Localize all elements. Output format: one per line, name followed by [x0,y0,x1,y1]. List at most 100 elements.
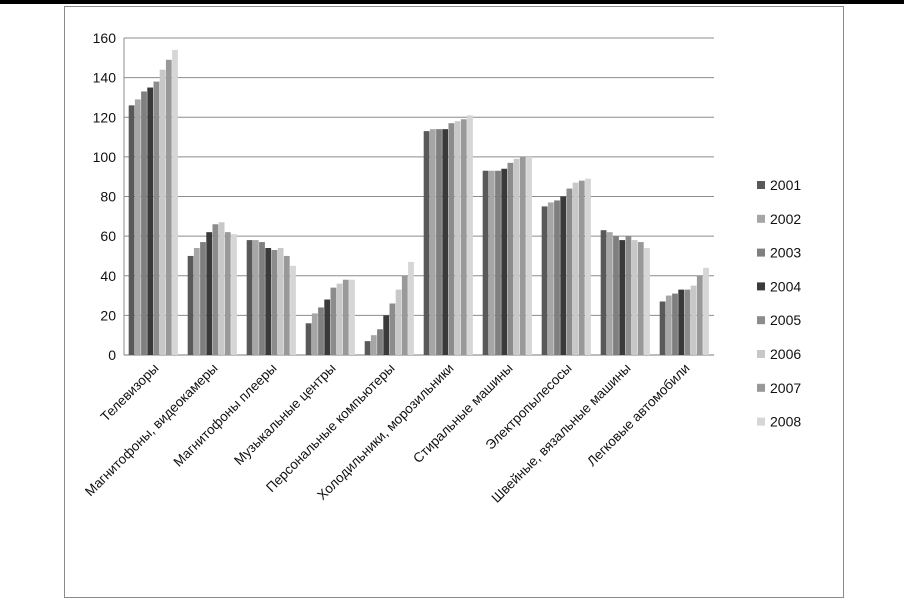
bar [625,236,632,356]
legend-label: 2002 [770,211,801,227]
y-tick-label: 160 [93,30,117,46]
bar [672,293,678,355]
bar [606,232,613,355]
bar [495,170,501,355]
bar [159,69,166,355]
bar [585,178,591,355]
legend-swatch [757,282,765,291]
bar [454,121,461,356]
bar [128,105,135,355]
legend-swatch [757,350,765,358]
bar [172,49,178,355]
legend-label: 2003 [770,245,801,261]
bar [349,279,355,355]
bar [305,323,312,355]
bar [153,81,160,355]
bar [526,156,532,356]
bar [513,158,520,355]
bar [134,99,141,355]
bar [665,295,672,355]
y-tick-label: 140 [93,70,117,86]
category-label: Легковые автомобили [584,361,692,469]
bar [560,196,567,355]
bar [271,249,278,355]
y-tick-label: 120 [93,109,117,125]
bar [578,180,585,355]
legend-swatch [757,181,765,189]
legend-label: 2007 [770,380,801,396]
bar [442,129,449,355]
bar [566,188,573,355]
y-tick-label: 100 [93,149,117,165]
category-label: Стиральные машины [410,361,515,466]
bar [147,87,154,355]
category-label: Магнитофоны плееры [171,361,280,470]
bar [342,279,349,355]
bar [224,232,231,355]
legend-swatch [757,417,765,426]
bar [283,255,290,355]
legend-swatch [757,214,765,223]
bar [429,129,436,355]
bar [370,335,377,355]
bar [377,329,383,355]
bar [678,289,685,355]
bar [460,119,467,355]
y-tick-label: 0 [108,347,116,363]
bar [277,248,284,355]
legend-label: 2004 [770,278,801,294]
bar [690,285,697,355]
bar [600,230,607,355]
bar [703,267,709,355]
bar [637,242,644,355]
bar [206,232,213,355]
bar [290,265,296,355]
bar [519,156,526,356]
bar [507,162,514,355]
bar [364,341,371,355]
bar [200,242,206,355]
y-tick-label: 20 [100,307,116,323]
bar [330,287,337,355]
legend-label: 2006 [770,346,801,362]
bar [165,59,172,355]
legend-label: 2008 [770,414,801,430]
bar [572,182,579,355]
legend-label: 2005 [770,312,801,328]
bar [423,131,430,355]
bar [311,313,318,355]
bar [193,248,200,355]
top-rule [0,0,904,4]
bar [187,255,194,355]
category-label: Телевизоры [98,361,162,425]
bar [252,240,259,355]
bar [541,206,548,355]
legend-label: 2001 [770,177,801,193]
bar [448,123,455,355]
bar [324,299,331,355]
bar [547,202,554,355]
bar [389,303,396,355]
bar [265,248,272,355]
bar [383,315,390,356]
bar [613,236,619,356]
bar [218,222,225,355]
bar [467,115,473,356]
bar [631,240,638,355]
legend-swatch [757,316,765,325]
bar [395,289,402,355]
bar [401,275,408,355]
bar [246,240,253,355]
bar [696,275,703,355]
bar [488,170,495,355]
bar [436,129,442,355]
bar [141,91,147,356]
y-tick-label: 80 [100,189,116,205]
bar [644,248,650,355]
bar [554,200,560,355]
bar [259,242,265,355]
bar [501,168,508,355]
category-label: Музыкальные центры [231,361,339,469]
